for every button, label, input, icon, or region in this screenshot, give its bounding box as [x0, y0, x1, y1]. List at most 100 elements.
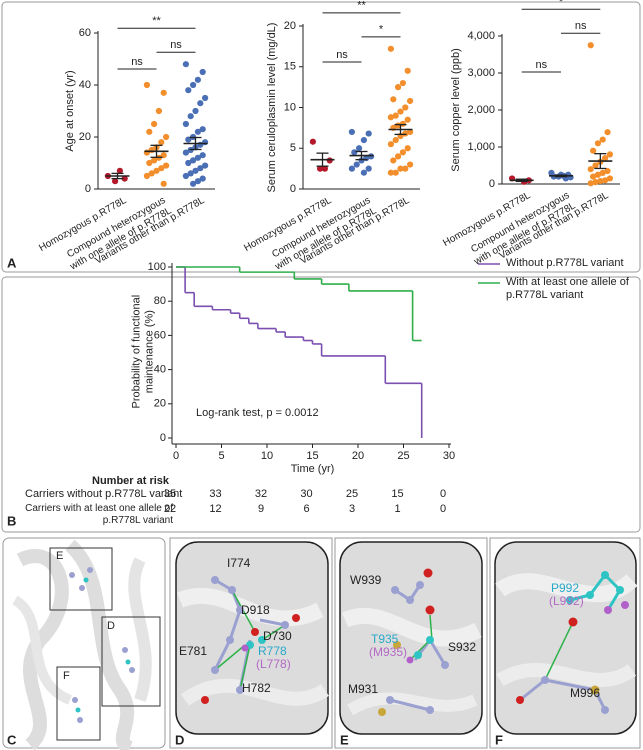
- panel-f: P992 (L992) M996 F: [489, 537, 641, 749]
- risk-value: 6: [303, 503, 309, 515]
- data-point: [587, 180, 594, 187]
- box-label: E: [56, 550, 63, 562]
- residue-label: (L992): [549, 594, 584, 608]
- legend-label: Without p.R778L variant: [506, 257, 624, 269]
- data-point: [395, 84, 402, 91]
- data-point: [599, 136, 606, 143]
- significance-label: *: [559, 0, 564, 8]
- y-tick-label: 20: [79, 131, 91, 143]
- data-point: [397, 108, 404, 115]
- data-point: [395, 122, 402, 129]
- residue-label: D730: [263, 629, 292, 643]
- data-point: [321, 165, 328, 172]
- data-point: [404, 67, 411, 74]
- significance-label: ns: [131, 56, 143, 68]
- panel-b-frame: [1, 276, 641, 533]
- significance-label: ns: [536, 59, 548, 71]
- residue-label: D918: [241, 603, 270, 617]
- residue-label: S932: [448, 640, 476, 654]
- data-point: [358, 157, 365, 164]
- data-point: [387, 141, 394, 148]
- data-point: [194, 154, 201, 161]
- residue-label: M996: [570, 686, 600, 700]
- y-axis-label: Age at onset (yr): [64, 70, 76, 151]
- data-point: [351, 149, 358, 156]
- annotation: Log-rank test, p = 0.0012: [196, 407, 319, 419]
- data-point: [590, 173, 597, 180]
- risk-value: 0: [440, 488, 446, 500]
- data-point: [387, 169, 394, 176]
- data-point: [360, 137, 367, 144]
- x-tick-label: 25: [397, 450, 409, 462]
- risk-value: 30: [300, 488, 312, 500]
- data-point: [594, 171, 602, 178]
- data-point: [590, 147, 597, 154]
- risk-value: 1: [394, 503, 400, 515]
- significance-label: ns: [336, 49, 348, 61]
- y-tick-label: 10: [284, 101, 296, 113]
- data-point: [163, 162, 170, 169]
- y-tick-label: 100: [148, 261, 166, 273]
- data-point: [597, 177, 604, 185]
- x-tick-label: 10: [261, 450, 273, 462]
- data-point: [395, 153, 402, 160]
- risk-value: 15: [391, 488, 403, 500]
- data-point: [606, 175, 614, 182]
- data-point: [399, 120, 406, 127]
- panel-letter: E: [340, 732, 349, 747]
- data-point: [182, 61, 189, 68]
- data-point: [365, 130, 372, 137]
- y-tick-label: 3,000: [467, 67, 495, 79]
- panel-e: W939 T935 (M935) S932 M931 E: [334, 537, 488, 749]
- significance-label: ns: [575, 20, 587, 32]
- data-point: [112, 178, 119, 185]
- risk-value: 3: [349, 503, 355, 515]
- data-point: [404, 145, 411, 152]
- data-point: [151, 157, 158, 164]
- y-axis-label: Serum ceruloplasmin level (mg/dL): [266, 23, 278, 193]
- data-point: [143, 149, 150, 156]
- data-point: [185, 159, 192, 167]
- risk-value: 33: [209, 488, 221, 500]
- y-tick-label: 40: [79, 79, 91, 91]
- data-point: [594, 140, 602, 147]
- data-point: [192, 107, 199, 115]
- data-point: [182, 149, 189, 156]
- data-point: [402, 130, 409, 137]
- data-point: [402, 104, 409, 111]
- data-point: [194, 76, 201, 83]
- data-point: [143, 81, 150, 89]
- panel-c: E F D C: [2, 537, 166, 750]
- data-point: [604, 167, 611, 175]
- significance-label: ns: [170, 39, 182, 51]
- risk-table-title: Number at risk: [92, 475, 170, 487]
- x-tick-label: 5: [218, 450, 224, 462]
- residue-label: (M935): [369, 645, 407, 659]
- data-point: [587, 42, 594, 49]
- data-point: [604, 129, 611, 136]
- risk-value: 9: [258, 503, 264, 515]
- residue-label: E781: [179, 644, 207, 658]
- data-point: [190, 157, 197, 164]
- data-point: [143, 172, 150, 180]
- risk-value: 0: [440, 503, 446, 515]
- data-point: [153, 167, 160, 174]
- x-tick-label: 30: [443, 450, 455, 462]
- residue-label: P992: [551, 581, 579, 595]
- legend-label: With at least one allele of p.R778L vari…: [506, 276, 629, 301]
- risk-value: 22: [164, 503, 176, 515]
- y-tick-label: 80: [154, 295, 166, 307]
- data-point: [387, 114, 394, 121]
- y-tick-label: 60: [154, 329, 166, 341]
- data-point: [587, 166, 594, 173]
- y-tick-label: 15: [284, 61, 296, 73]
- data-point: [602, 155, 609, 162]
- data-point: [158, 165, 165, 172]
- data-point: [160, 180, 167, 187]
- y-tick-label: 1,000: [467, 141, 495, 153]
- data-point: [199, 175, 206, 182]
- panel-letter: D: [175, 732, 184, 747]
- data-point: [365, 165, 372, 172]
- risk-value: 35: [164, 488, 176, 500]
- data-point: [392, 137, 399, 144]
